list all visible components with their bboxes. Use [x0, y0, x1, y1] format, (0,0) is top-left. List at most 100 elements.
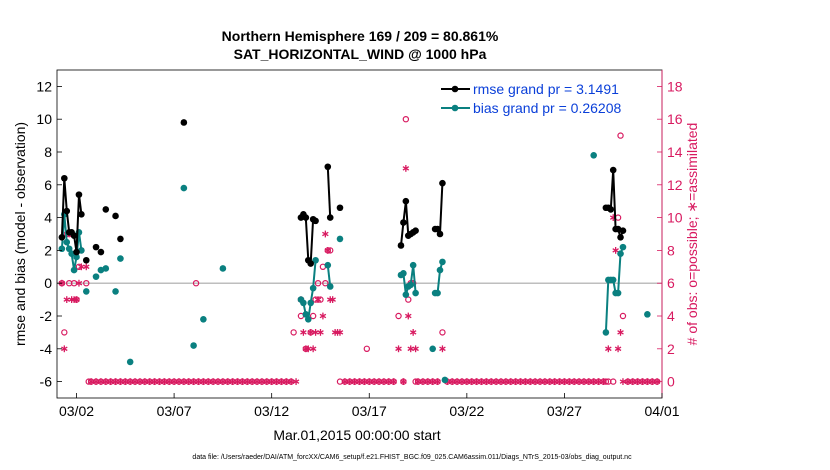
obs-assimilated-stroke	[314, 297, 322, 302]
bias-point	[429, 345, 436, 353]
rmse-point	[436, 230, 444, 238]
bias-point	[102, 265, 110, 272]
obs-assimilated-marker	[336, 329, 344, 336]
x-tick-label: 03/17	[352, 403, 387, 419]
left-axis: -6 -4 -2 0 2 4 6 8 10 12	[36, 78, 62, 390]
obs-assimilated-stroke	[336, 330, 344, 335]
rmse-point	[402, 197, 410, 205]
obs-possible-marker	[619, 312, 627, 320]
rmse-point	[609, 166, 617, 174]
obs-assimilated-stroke	[605, 346, 612, 352]
obs-assimilated-marker	[600, 378, 607, 385]
legend-box	[435, 78, 657, 120]
obs-assimilated-stroke	[614, 346, 622, 352]
right-tick-label: 4	[667, 308, 675, 324]
right-tick-label: 2	[667, 341, 675, 357]
right-tick-label: 18	[667, 78, 683, 94]
obs-assimilated-marker	[439, 345, 446, 353]
obs-assimilated-stroke	[409, 330, 417, 335]
rmse-point	[75, 191, 83, 198]
bias-point	[126, 358, 134, 366]
left-tick-label: 4	[44, 210, 52, 226]
right-tick-label: 6	[667, 275, 675, 291]
rmse-point	[82, 256, 90, 264]
bias-point	[644, 311, 651, 318]
chart-subtitle: SAT_HORIZONTAL_WIND @ 1000 hPa	[234, 46, 487, 62]
obs-assimilated-stroke	[329, 297, 336, 302]
left-tick-label: 2	[44, 242, 52, 258]
rmse-point	[336, 204, 344, 212]
obs-assimilated-marker	[73, 296, 80, 303]
series-layer	[58, 119, 651, 384]
bias-point	[70, 266, 78, 274]
obs-assimilated-marker	[614, 345, 622, 353]
obs-assimilated-marker	[300, 329, 307, 336]
obs-count-layer	[58, 115, 661, 385]
bias-point	[302, 311, 310, 318]
x-tick-label: 03/12	[254, 403, 289, 419]
bias-point	[441, 376, 449, 384]
obs-assimilated-marker	[61, 345, 68, 353]
bias-point	[63, 238, 71, 246]
bias-point	[180, 184, 188, 192]
obs-assimilated-marker	[612, 247, 619, 254]
rmse-point	[61, 174, 68, 182]
x-tick-label: 03/27	[547, 403, 582, 419]
legend-bias-marker	[451, 104, 459, 112]
bias-point	[309, 284, 317, 292]
rmse-point	[434, 225, 441, 233]
y-axis-label: rmse and bias (model - observation)	[12, 122, 28, 346]
obs-possible-marker	[402, 115, 410, 123]
obs-assimilated-marker	[617, 329, 624, 336]
bias-point	[614, 289, 622, 297]
x-tick-label: 03/02	[59, 403, 94, 419]
bias-point	[58, 245, 66, 253]
obs-assimilated-marker	[324, 247, 332, 254]
rmse-point	[58, 233, 66, 241]
obs-assimilated-marker	[292, 378, 300, 385]
obs-possible-marker	[192, 280, 200, 287]
rmse-point	[400, 219, 407, 226]
x-tick-label: 04/01	[644, 403, 679, 419]
rmse-point	[302, 214, 310, 221]
obs-assimilated-marker	[314, 296, 322, 303]
bias-line	[326, 265, 332, 287]
left-tick-label: -2	[40, 308, 53, 324]
x-tick-label: 03/07	[157, 403, 192, 419]
rmse-point	[73, 248, 80, 256]
bias-point	[73, 253, 80, 261]
rmse-point	[97, 248, 105, 256]
obs-possible-marker	[439, 329, 446, 336]
rmse-point	[112, 212, 119, 220]
bias-point	[219, 265, 227, 272]
obs-possible-marker	[70, 280, 78, 287]
rmse-point	[324, 163, 332, 171]
bias-point	[402, 291, 410, 298]
obs-possible-marker	[322, 280, 329, 287]
x-axis: 03/02 03/07 03/12 03/17 03/22 03/27 04/01	[59, 393, 680, 419]
bias-point	[92, 273, 100, 280]
rmse-point	[619, 227, 627, 235]
obs-assimilated-stroke	[405, 313, 412, 319]
obs-assimilated-marker	[402, 165, 410, 172]
obs-assimilated-stroke	[412, 346, 419, 352]
obs-assimilated-stroke	[75, 280, 83, 286]
rmse-point	[397, 242, 405, 249]
chart-title: Northern Hemisphere 169 / 209 = 80.861%	[222, 28, 499, 44]
obs-assimilated-stroke	[83, 264, 90, 270]
bias-point	[409, 261, 417, 269]
obs-assimilated-stroke	[324, 248, 332, 253]
rmse-line	[326, 166, 332, 218]
obs-possible-marker	[314, 280, 322, 287]
bias-point	[412, 289, 419, 297]
obs-possible-marker	[363, 345, 371, 352]
left-tick-label: 12	[36, 78, 52, 94]
right-tick-label: 8	[667, 242, 675, 258]
obs-assimilated-marker	[405, 312, 412, 320]
x-tick-label: 03/22	[449, 403, 484, 419]
obs-assimilated-stroke	[434, 379, 441, 384]
bias-point	[617, 250, 624, 257]
bias-point	[307, 299, 315, 307]
rmse-point	[63, 207, 71, 215]
legend-bias-label: bias grand pr = 0.26208	[473, 100, 621, 116]
